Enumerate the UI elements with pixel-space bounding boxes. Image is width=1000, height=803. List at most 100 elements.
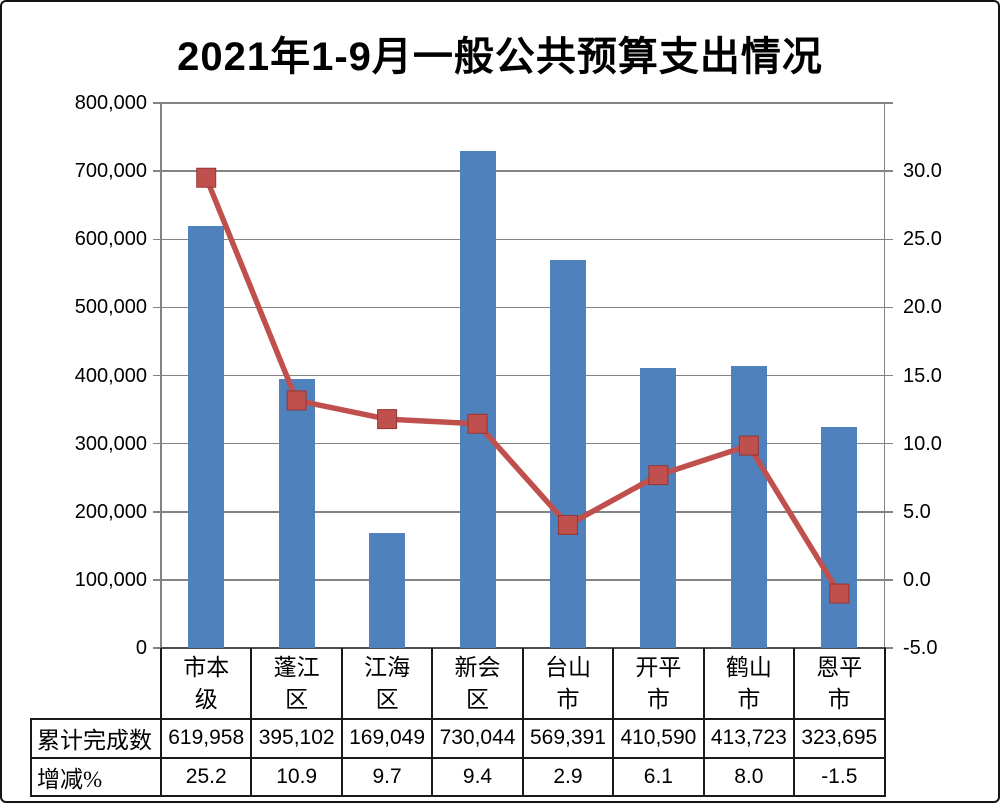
- bar-江海区: [369, 532, 406, 648]
- bar-台山市: [549, 260, 586, 648]
- left-axis-tick-label: 500,000: [74, 296, 147, 319]
- bar-开平市: [640, 368, 677, 648]
- left-axis-tick-label: 0: [135, 637, 147, 659]
- right-axis-line: [883, 103, 886, 648]
- left-axis-tick-label: 200,000: [74, 500, 147, 523]
- table-cell: 6.1: [643, 764, 673, 788]
- right-axis-tick-label: 0.0: [903, 568, 931, 591]
- table-cell: 410,590: [620, 726, 697, 749]
- gridline: [161, 442, 885, 445]
- category-label-text: 台山: [544, 655, 591, 681]
- category-label-text: 级: [194, 687, 218, 713]
- category-separator: [160, 648, 162, 796]
- category-separator: [883, 648, 886, 796]
- right-axis-tick: [884, 306, 893, 309]
- table-cell: 2.9: [553, 764, 583, 788]
- table-border-bottom: [30, 795, 886, 797]
- category-label-text: 区: [375, 687, 399, 713]
- category-separator: [431, 648, 434, 796]
- category-label-台山市: 台山市: [523, 650, 613, 719]
- table-cell: 413,723: [710, 726, 787, 749]
- category-label-text: 区: [466, 687, 490, 713]
- category-separator: [250, 648, 253, 796]
- left-axis-tick: [153, 374, 161, 377]
- bar-蓬江区: [278, 378, 315, 648]
- right-axis-tick-label: 15.0: [903, 364, 942, 387]
- right-axis-tick: [884, 442, 893, 445]
- category-label-text: 市: [556, 687, 580, 713]
- right-axis-tick: [884, 511, 893, 513]
- category-label-开平市: 开平市: [613, 650, 703, 719]
- category-label-text: 恩平: [816, 655, 863, 681]
- left-axis-tick-label: 300,000: [74, 432, 147, 455]
- table-row-header-growth: 增减%: [37, 766, 103, 792]
- table-cell: 569,391: [530, 726, 606, 749]
- table-cell: 395,102: [258, 726, 335, 749]
- bar-恩平市: [821, 427, 858, 648]
- category-separator: [612, 648, 615, 796]
- table-border-mid: [30, 756, 886, 759]
- bar-市本级: [188, 225, 225, 648]
- left-axis-tick: [153, 511, 161, 513]
- left-axis-tick: [153, 170, 161, 172]
- right-axis-tick: [884, 170, 893, 172]
- left-axis-tick: [153, 306, 161, 309]
- category-label-蓬江区: 蓬江区: [251, 650, 341, 719]
- left-axis-tick-label: 400,000: [74, 364, 147, 387]
- category-label-text: 市: [737, 687, 761, 713]
- category-label-新会区: 新会区: [432, 650, 522, 719]
- left-axis-tick: [153, 579, 161, 581]
- line-marker-江海区: [377, 409, 398, 430]
- category-separator: [702, 648, 705, 796]
- gridline: [161, 170, 885, 172]
- gridline: [161, 511, 885, 513]
- table-cell: 9.7: [372, 764, 402, 788]
- table-cell: 323,695: [801, 726, 878, 749]
- right-axis-tick-label: -5.0: [903, 637, 938, 659]
- category-label-text: 新会: [454, 655, 501, 681]
- bar-新会区: [459, 150, 496, 648]
- table-border-left: [30, 717, 32, 796]
- gridline: [161, 102, 885, 104]
- right-axis-tick: [884, 238, 893, 240]
- bar-鹤山市: [730, 366, 767, 648]
- category-label-鹤山市: 鹤山市: [704, 650, 794, 719]
- table-cell: -1.5: [821, 764, 858, 788]
- right-axis-tick-label: 10.0: [903, 432, 942, 455]
- gridline: [161, 306, 885, 309]
- left-axis-tick-label: 100,000: [74, 568, 147, 591]
- gridline: [161, 238, 885, 240]
- table-cell: 730,044: [439, 726, 516, 749]
- category-label-text: 区: [285, 687, 309, 713]
- table-cell: 10.9: [276, 764, 318, 788]
- category-label-text: 市: [646, 687, 670, 713]
- category-label-text: 蓬江: [273, 655, 320, 681]
- category-label-text: 开平: [635, 655, 682, 681]
- category-separator: [793, 648, 796, 796]
- left-axis-tick-label: 600,000: [74, 228, 147, 251]
- category-label-江海区: 江海区: [342, 650, 432, 719]
- category-label-text: 鹤山: [725, 655, 772, 681]
- left-axis-line: [160, 103, 162, 648]
- right-axis-tick-label: 25.0: [903, 228, 942, 251]
- category-separator: [340, 648, 343, 796]
- gridline: [161, 374, 885, 377]
- left-axis-tick: [153, 647, 161, 649]
- category-separator: [521, 648, 524, 796]
- left-axis-tick-label: 800,000: [74, 92, 147, 114]
- category-label-恩平市: 恩平市: [794, 650, 884, 719]
- gridline: [161, 579, 885, 581]
- right-axis-tick: [884, 647, 893, 649]
- table-cell: 619,958: [168, 726, 245, 749]
- left-axis-tick: [153, 102, 161, 104]
- table-cell: 9.4: [462, 764, 493, 788]
- right-axis-tick: [884, 374, 893, 377]
- category-label-text: 江海: [364, 655, 411, 681]
- table-cell: 25.2: [185, 764, 227, 788]
- right-axis-tick: [884, 579, 893, 581]
- category-label-text: 市本: [183, 655, 230, 681]
- table-cell: 169,049: [349, 726, 426, 749]
- right-axis-tick-label: 30.0: [903, 160, 942, 183]
- table-cell: 8.0: [734, 764, 764, 788]
